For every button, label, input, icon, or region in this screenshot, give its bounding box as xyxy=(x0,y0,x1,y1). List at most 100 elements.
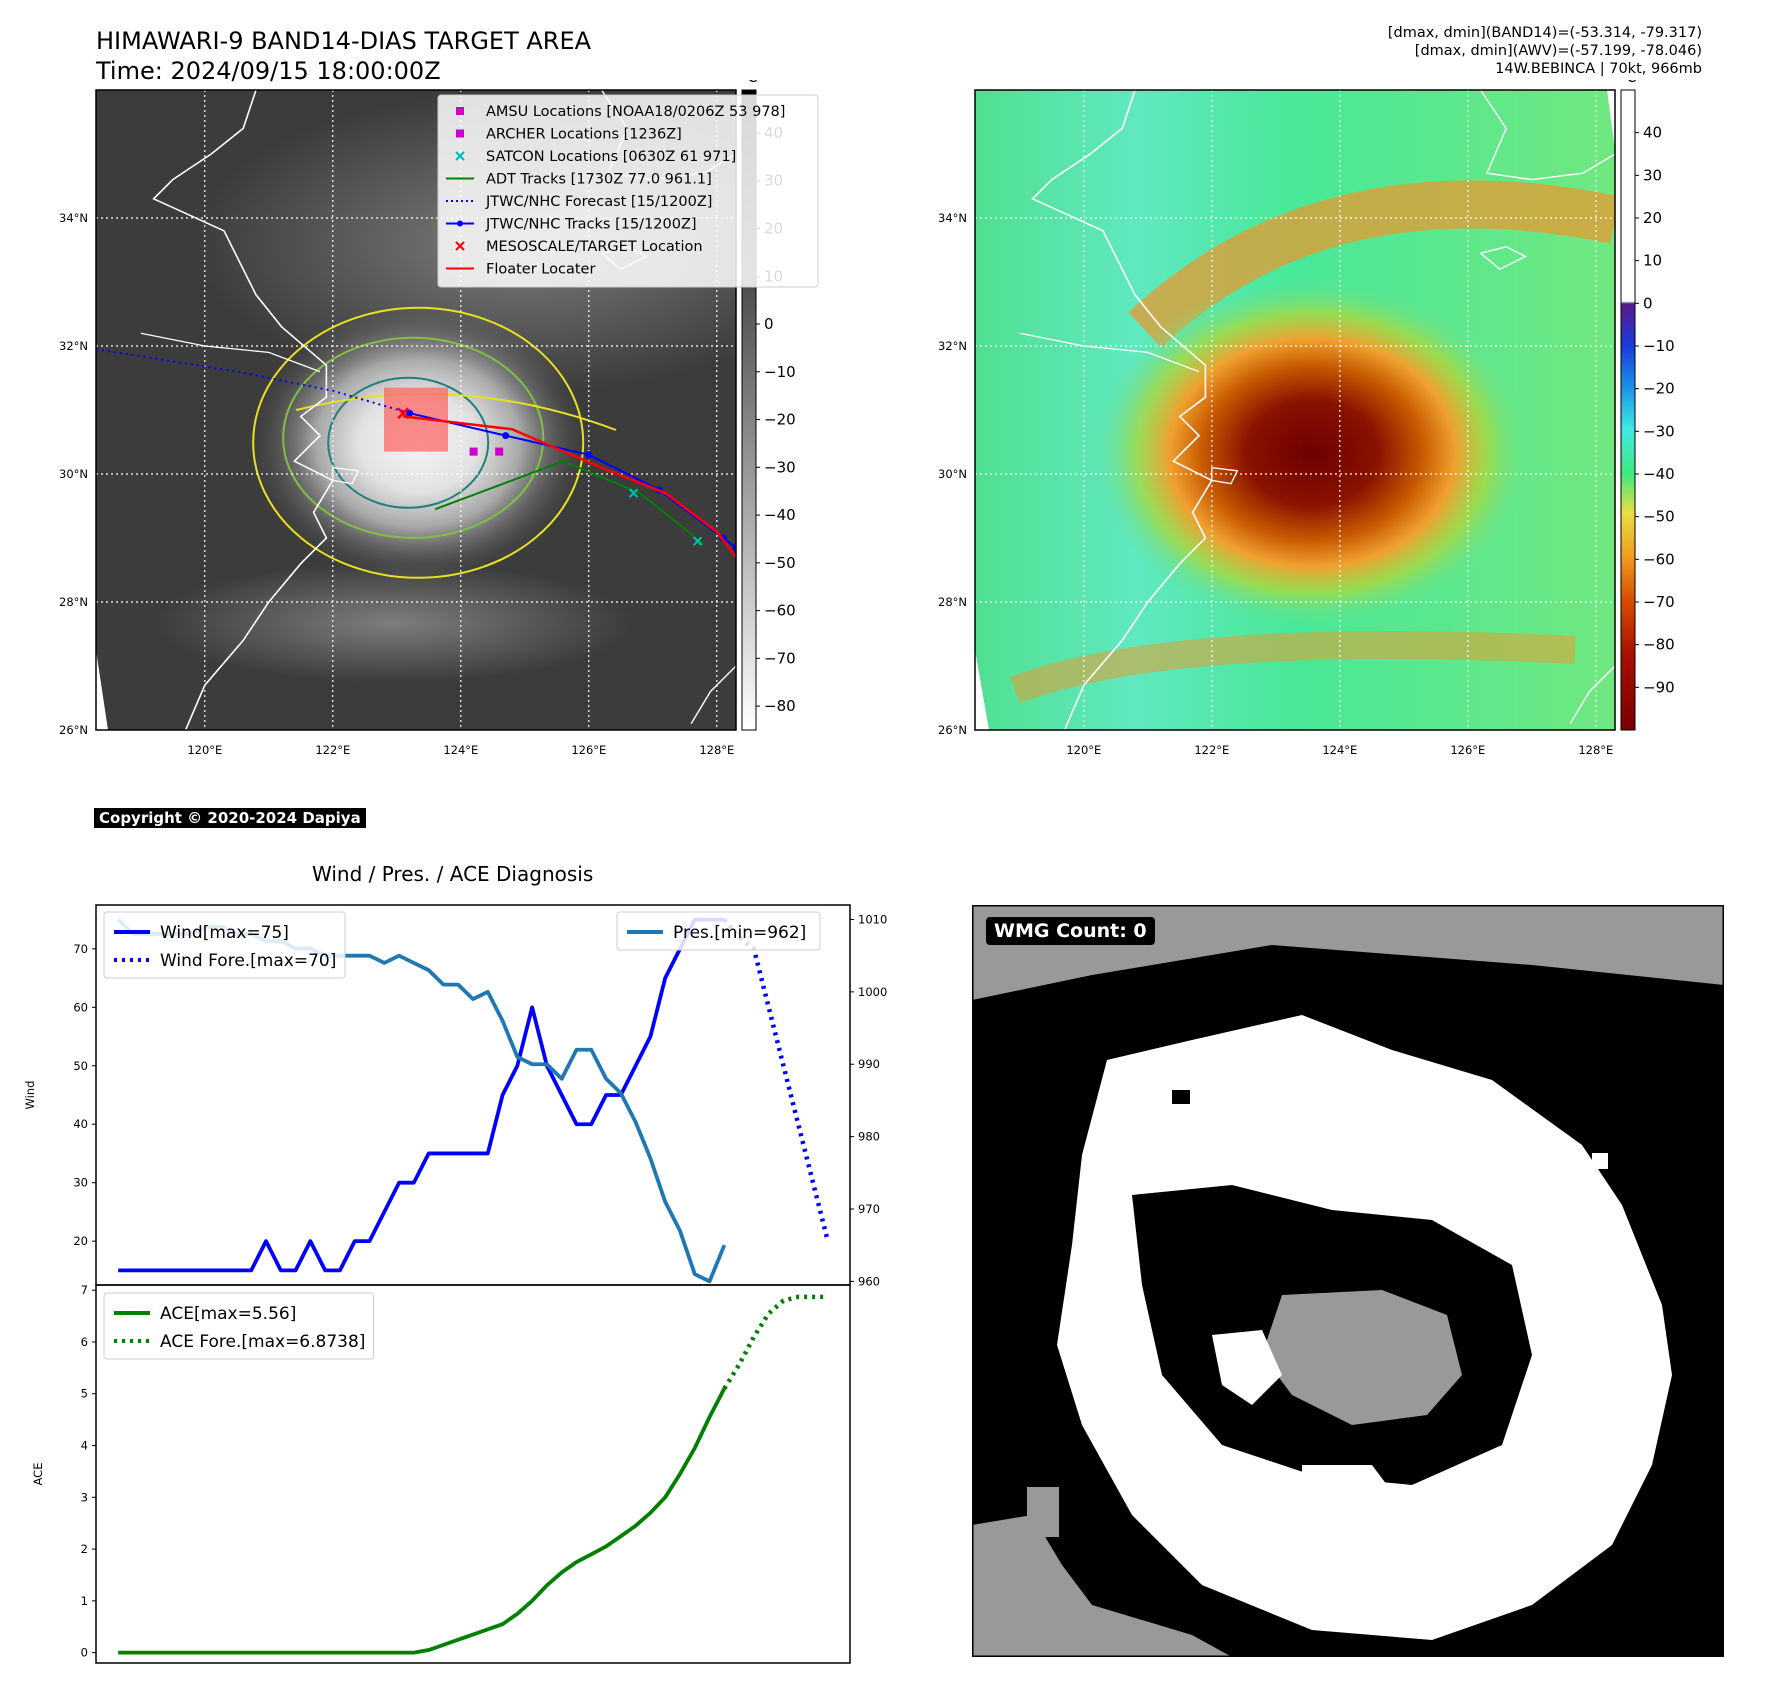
wmg-white-speck-2 xyxy=(1572,1499,1596,1519)
satcon-marker-1 xyxy=(692,536,703,546)
colorbar-tick-label--70: −70 xyxy=(764,649,796,667)
wind-axis-label: Wind xyxy=(23,1081,37,1110)
lon-label-126°E: 126°E xyxy=(1450,743,1485,757)
band14-map: 34°N 32°N 30°N 28°N 26°N 120°E 122°E 124°E 126°E… xyxy=(59,70,819,757)
legend-square-marker xyxy=(456,129,464,138)
colorbar-tick-label-40: 40 xyxy=(1643,124,1662,142)
colorbar xyxy=(1620,89,1636,731)
wind-tick-label-40: 40 xyxy=(73,1117,88,1131)
wmg-black-speck xyxy=(1172,1090,1190,1104)
jtwc-track-point-2 xyxy=(585,451,593,459)
lon-label-120°E: 120°E xyxy=(187,743,222,757)
legend-square-marker xyxy=(456,107,464,115)
wind-tick-label-20: 20 xyxy=(73,1234,88,1248)
wmg-panel: WMG Count: 0 xyxy=(970,903,1726,1659)
lat-label-30°N: 30°N xyxy=(59,467,88,481)
ir-no-data-corner xyxy=(96,650,108,730)
wmg-gray-patch xyxy=(1027,1487,1059,1537)
wind-tick-label-30: 30 xyxy=(73,1176,88,1190)
pressure-legend-box xyxy=(616,911,821,951)
lat-label-28°N: 28°N xyxy=(938,595,967,609)
lat-label-30°N: 30°N xyxy=(938,467,967,481)
wind-tick-label-50: 50 xyxy=(73,1059,88,1073)
pressure-tick-label-970: 970 xyxy=(858,1202,880,1216)
lat-label-32°N: 32°N xyxy=(938,339,967,353)
wmg-gray-top xyxy=(972,905,1724,1000)
jtwc-track-point-5 xyxy=(732,544,736,552)
ir-cloud-band-south xyxy=(153,562,634,683)
river-yangtze xyxy=(1019,332,1200,373)
colorbar-tick-label--20: −20 xyxy=(1643,380,1675,398)
wind-pressure-series-line-0 xyxy=(118,917,725,1273)
pressure-legend-label-0: Pres.[min=962] xyxy=(673,923,806,943)
wv-no-data-edge xyxy=(1607,90,1615,150)
wmg-white-speck xyxy=(1592,1153,1608,1169)
ir-contour-teal xyxy=(327,376,490,509)
info-block: [dmax, dmin](BAND14)=(-53.314, -79.317) … xyxy=(1388,24,1702,78)
amsu-marker-0 xyxy=(469,447,478,456)
legend-item-0: AMSU Locations [NOAA18/0206Z 53 978] xyxy=(456,104,785,120)
ace-tick-label-5: 5 xyxy=(81,1387,88,1401)
wind-tick-label-60: 60 xyxy=(73,1000,88,1014)
colorbar-tick-label--80: −80 xyxy=(1643,636,1675,654)
ace-legend-box xyxy=(103,1292,374,1360)
pressure-tick-label-1010: 1010 xyxy=(858,912,887,926)
legend-box xyxy=(437,94,819,288)
colorbar-unit: °C xyxy=(741,80,758,86)
figure-title: HIMAWARI-9 BAND14-DIAS TARGET AREA xyxy=(96,27,592,55)
legend-label-4: JTWC/NHC Forecast [15/1200Z] xyxy=(485,194,712,210)
lat-label-26°N: 26°N xyxy=(938,723,967,737)
legend-item-3: ADT Tracks [1730Z 77.0 961.1] xyxy=(446,172,712,188)
legend-x-marker xyxy=(455,241,465,251)
wind-tick-label-70: 70 xyxy=(73,942,88,956)
wmg-count-badge: WMG Count: 0 xyxy=(986,917,1155,945)
colorbar-tick-label--30: −30 xyxy=(1643,422,1675,440)
legend-label-2: SATCON Locations [0630Z 61 971] xyxy=(486,149,736,165)
pressure-tick-label-980: 980 xyxy=(858,1130,880,1144)
wv-storm-core xyxy=(1092,277,1533,628)
colorbar-tick-label-20: 20 xyxy=(1643,209,1662,227)
colorbar-tick-label-10: 10 xyxy=(1643,252,1662,270)
legend-item-1: ARCHER Locations [1236Z] xyxy=(456,127,682,143)
legend-dot xyxy=(457,220,463,227)
river-yangtze xyxy=(140,332,321,373)
floater-locater-track xyxy=(403,415,736,558)
legend-x-marker xyxy=(455,151,465,161)
colorbar-tick-label-30: 30 xyxy=(1643,166,1662,184)
ace-tick-label-7: 7 xyxy=(81,1283,88,1297)
lat-label-32°N: 32°N xyxy=(59,339,88,353)
satcon-marker-0 xyxy=(628,488,639,498)
target-location-marker xyxy=(397,407,410,420)
ace-tick-label-4: 4 xyxy=(81,1439,88,1453)
wv-no-data-corner xyxy=(975,650,989,730)
ir-contour-yellow xyxy=(252,306,585,579)
colorbar-tick-label--80: −80 xyxy=(764,697,796,715)
lon-label-122°E: 122°E xyxy=(1194,743,1229,757)
copyright-badge: Copyright © 2020-2024 Dapiya xyxy=(94,808,366,828)
legend-label-5: JTWC/NHC Tracks [15/1200Z] xyxy=(485,217,697,233)
legend-label-0: AMSU Locations [NOAA18/0206Z 53 978] xyxy=(486,104,785,120)
legend-item-7: Floater Locater xyxy=(446,262,595,278)
coastline-china xyxy=(1031,90,1213,730)
lon-label-124°E: 124°E xyxy=(1322,743,1357,757)
colorbar-tick-label--70: −70 xyxy=(1643,593,1675,611)
coastline-china xyxy=(152,90,334,730)
colorbar-tick-label--50: −50 xyxy=(1643,508,1675,526)
wind-legend-box xyxy=(103,911,346,979)
ace-tick-label-1: 1 xyxy=(81,1594,88,1608)
lon-label-122°E: 122°E xyxy=(315,743,350,757)
coastline-ryukyu xyxy=(1569,665,1615,724)
awv-panel: 34°N 32°N 30°N 28°N 26°N 120°E 122°E 124°E 126°E… xyxy=(880,70,1788,870)
colorbar-tick-label-0: 0 xyxy=(1643,294,1653,312)
wmg-gray-bottom xyxy=(972,1515,1232,1657)
lon-label-126°E: 126°E xyxy=(571,743,606,757)
lat-label-26°N: 26°N xyxy=(59,723,88,737)
wmg-white-patch-b xyxy=(1302,1465,1402,1525)
legend-item-6: MESOSCALE/TARGET Location xyxy=(455,239,703,255)
diagnosis-chart: 20 30 40 50 60 70 960 970 980 990 1000 1010 0 1 2 3 4 5 6 7… xyxy=(23,904,937,1664)
wind-legend-label-0: Wind[max=75] xyxy=(160,923,289,943)
diagnosis-title: Wind / Pres. / ACE Diagnosis xyxy=(312,862,594,886)
lat-label-34°N: 34°N xyxy=(938,211,967,225)
coastline-jeju xyxy=(1480,246,1527,271)
colorbar-tick-label--60: −60 xyxy=(1643,550,1675,568)
